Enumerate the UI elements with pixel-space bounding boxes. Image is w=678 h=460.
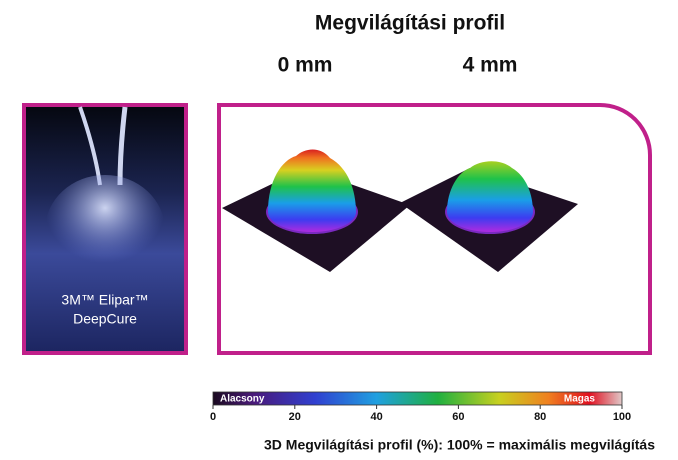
high-label: Magas <box>564 394 596 405</box>
tick-label: 0 <box>210 411 216 423</box>
tick-label: 60 <box>452 411 464 423</box>
product-name: 3M™ Elipar™ <box>61 292 148 308</box>
distance-label: 4 mm <box>463 54 518 77</box>
product-name: DeepCure <box>73 311 137 327</box>
tick-label: 100 <box>613 411 631 423</box>
light-beam <box>45 175 165 285</box>
tick-label: 40 <box>370 411 382 423</box>
tick-label: 80 <box>534 411 546 423</box>
distance-label: 0 mm <box>278 54 333 77</box>
tick-label: 20 <box>289 411 301 423</box>
mound <box>447 161 533 232</box>
low-label: Alacsony <box>220 394 265 405</box>
caption: 3D Megvilágítási profil (%): 100% = maxi… <box>264 437 655 453</box>
colorbar-ticks: 0 20 40 60 80 100 <box>210 405 631 423</box>
mound <box>268 149 356 232</box>
colorbar <box>212 391 623 406</box>
title: Megvilágítási profil <box>315 12 505 35</box>
